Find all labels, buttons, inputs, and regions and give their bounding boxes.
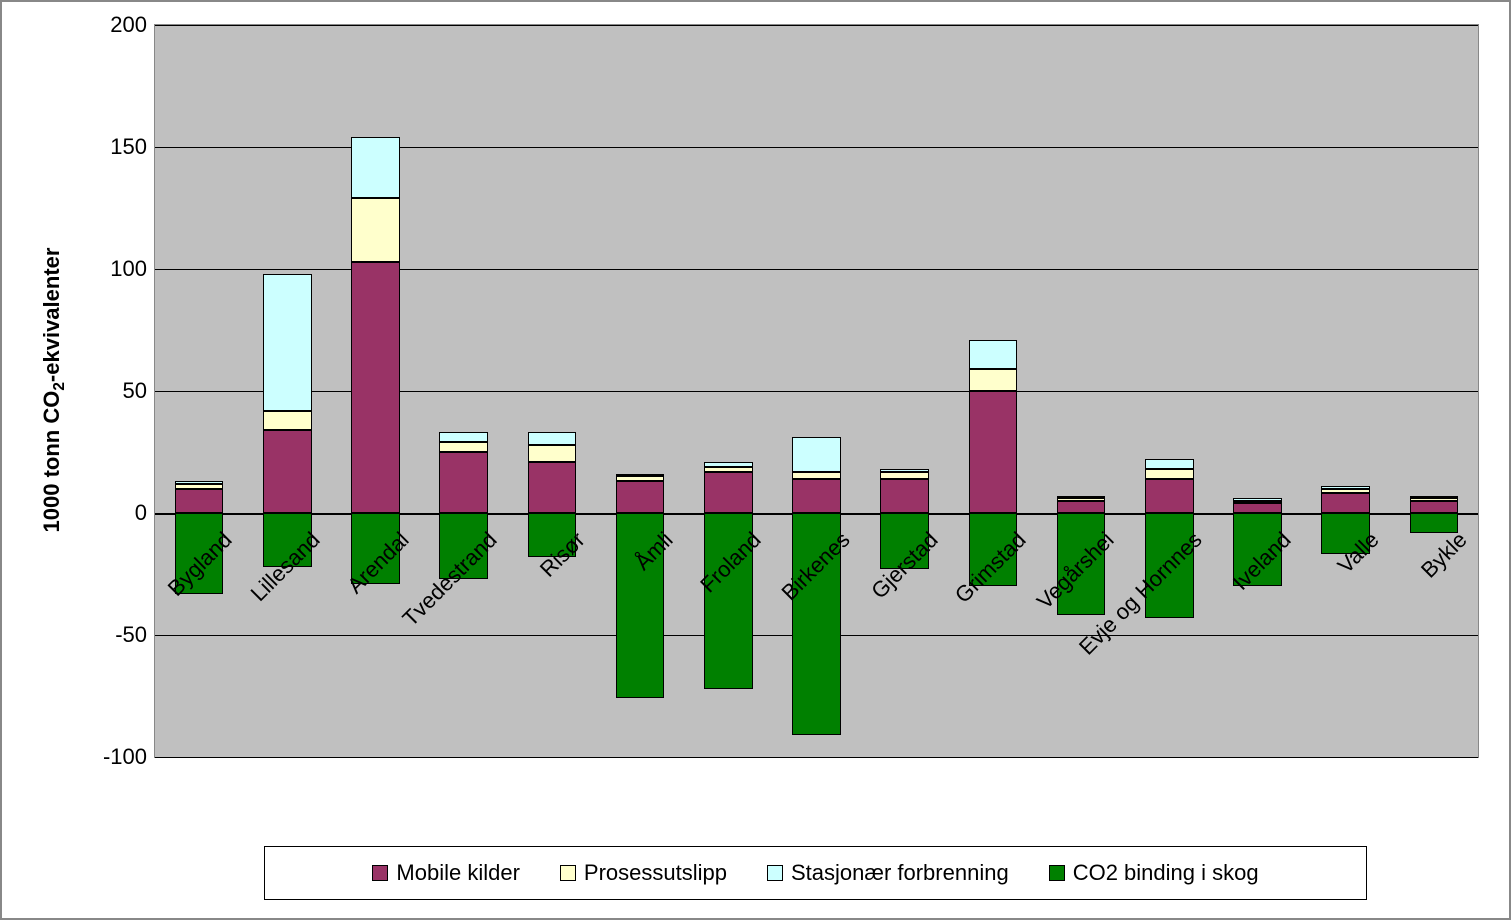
legend-item-stasjonaer: Stasjonær forbrenning xyxy=(767,860,1009,886)
bar-seg-stasjonaer xyxy=(792,437,841,471)
bar-seg-mobile xyxy=(616,481,665,513)
bar-seg-stasjonaer xyxy=(969,340,1018,369)
bar-seg-prosess xyxy=(528,445,577,462)
bar-seg-prosess xyxy=(792,472,841,479)
y-tick-label: 200 xyxy=(110,12,147,38)
legend-item-mobile: Mobile kilder xyxy=(372,860,520,886)
bar-group xyxy=(1410,25,1459,757)
bar-seg-mobile xyxy=(704,472,753,513)
y-tick-label: 150 xyxy=(110,134,147,160)
plot-wrap: 1000 tonn CO2-ekvivalenter -100-50050100… xyxy=(14,14,1497,906)
bar-seg-mobile xyxy=(1233,503,1282,513)
bar-seg-mobile xyxy=(1057,501,1106,513)
bar-seg-stasjonaer xyxy=(528,432,577,444)
y-tick-label: 0 xyxy=(135,500,147,526)
chart-frame: 1000 tonn CO2-ekvivalenter -100-50050100… xyxy=(0,0,1511,920)
y-tick-label: 50 xyxy=(123,378,147,404)
bar-seg-prosess xyxy=(1321,489,1370,494)
legend-swatch xyxy=(1049,865,1065,881)
bar-seg-prosess xyxy=(351,198,400,261)
y-tick-label: -100 xyxy=(103,744,147,770)
legend-label: Stasjonær forbrenning xyxy=(791,860,1009,886)
bar-seg-stasjonaer xyxy=(1321,486,1370,488)
bar-seg-mobile xyxy=(880,479,929,513)
bar-seg-mobile xyxy=(528,462,577,513)
legend-label: Mobile kilder xyxy=(396,860,520,886)
y-axis-label: 1000 tonn CO2-ekvivalenter xyxy=(39,248,69,533)
legend-swatch xyxy=(560,865,576,881)
bar-seg-stasjonaer xyxy=(880,469,929,471)
bar-seg-prosess xyxy=(880,472,929,479)
bar-seg-stasjonaer xyxy=(439,432,488,442)
bar-seg-mobile xyxy=(792,479,841,513)
bar-seg-prosess xyxy=(1057,498,1106,500)
bar-seg-prosess xyxy=(439,442,488,452)
bar-seg-stasjonaer xyxy=(351,137,400,198)
bar-seg-stasjonaer xyxy=(616,474,665,476)
legend-label: Prosessutslipp xyxy=(584,860,727,886)
bar-seg-mobile xyxy=(1321,493,1370,513)
legend: Mobile kilder Prosessutslipp Stasjonær for… xyxy=(264,846,1367,900)
bar-seg-prosess xyxy=(175,484,224,489)
bar-seg-mobile xyxy=(175,489,224,513)
legend-label: CO2 binding i skog xyxy=(1073,860,1259,886)
legend-swatch xyxy=(372,865,388,881)
bar-seg-mobile xyxy=(1410,501,1459,513)
bar-seg-mobile xyxy=(1145,479,1194,513)
bar-seg-stasjonaer xyxy=(1057,496,1106,498)
plot-area: -100-50050100150200ByglandLillesandArend… xyxy=(154,24,1479,758)
bar-seg-mobile xyxy=(969,391,1018,513)
bar-seg-stasjonaer xyxy=(1410,496,1459,498)
bar-seg-stasjonaer xyxy=(1145,459,1194,469)
y-tick-label: 100 xyxy=(110,256,147,282)
bar-seg-mobile xyxy=(439,452,488,513)
bar-seg-prosess xyxy=(1233,501,1282,503)
bar-seg-prosess xyxy=(1410,498,1459,500)
bar-seg-prosess xyxy=(1145,469,1194,479)
grid-line xyxy=(155,757,1478,758)
legend-item-prosess: Prosessutslipp xyxy=(560,860,727,886)
bar-seg-stasjonaer xyxy=(263,274,312,411)
bar-seg-prosess xyxy=(263,411,312,431)
legend-item-co2binding: CO2 binding i skog xyxy=(1049,860,1259,886)
bar-seg-prosess xyxy=(704,467,753,472)
bar-seg-stasjonaer xyxy=(175,481,224,483)
bar-seg-prosess xyxy=(969,369,1018,391)
bar-seg-stasjonaer xyxy=(1233,498,1282,500)
bar-seg-prosess xyxy=(616,476,665,481)
bar-seg-mobile xyxy=(351,262,400,513)
bar-seg-stasjonaer xyxy=(704,462,753,467)
legend-swatch xyxy=(767,865,783,881)
bar-seg-mobile xyxy=(263,430,312,513)
